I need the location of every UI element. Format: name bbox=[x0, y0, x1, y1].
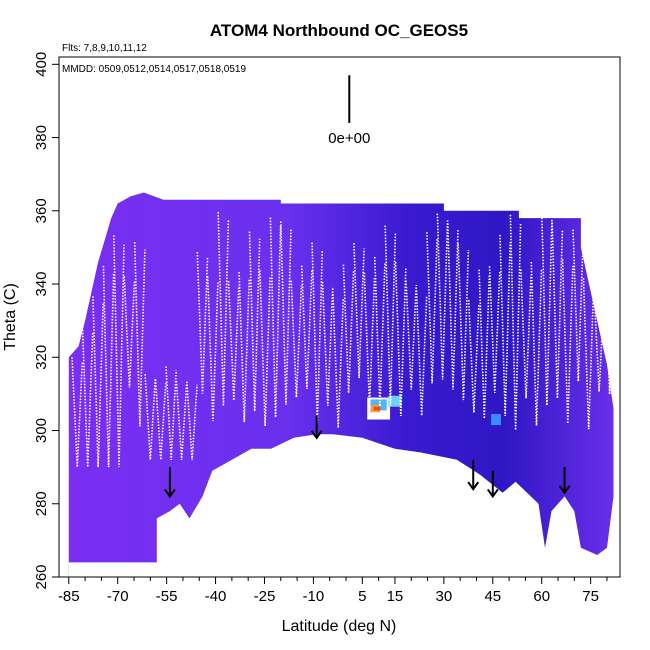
trace-20 bbox=[280, 221, 292, 405]
trace-21 bbox=[290, 280, 303, 398]
arrow-4 bbox=[558, 467, 571, 495]
trace-33 bbox=[415, 290, 428, 416]
trace-3 bbox=[102, 265, 115, 468]
trace-50 bbox=[593, 288, 605, 392]
trace-17 bbox=[248, 231, 261, 412]
trace-34 bbox=[426, 232, 438, 384]
hotspot-5 bbox=[491, 414, 501, 426]
trace-24 bbox=[321, 281, 334, 406]
arrow-group bbox=[164, 415, 571, 499]
trace-30 bbox=[384, 225, 397, 406]
y-tick-label-6: 380 bbox=[33, 125, 50, 150]
trace-36 bbox=[447, 223, 459, 390]
trace-14 bbox=[217, 212, 230, 407]
x-tick-label-0: -85 bbox=[58, 588, 80, 605]
x-tick-label-10: 60 bbox=[533, 588, 550, 605]
trace-35 bbox=[436, 213, 449, 380]
x-tick-label-5: -10 bbox=[303, 588, 325, 605]
trace-5 bbox=[123, 276, 136, 388]
trace-22 bbox=[300, 265, 313, 389]
trace-7 bbox=[144, 374, 157, 460]
trace-42 bbox=[509, 214, 522, 431]
trace-26 bbox=[342, 264, 355, 394]
x-tick-label-4: -25 bbox=[254, 588, 276, 605]
trace-0 bbox=[71, 357, 84, 468]
x-axis-label: Latitude (deg N) bbox=[282, 618, 397, 635]
plot-frame bbox=[58, 56, 621, 578]
x-tick-label-9: 45 bbox=[484, 588, 501, 605]
x-tick-label-11: 75 bbox=[582, 588, 599, 605]
y-axis-label: Theta (C) bbox=[2, 283, 19, 351]
x-tick-label-7: 15 bbox=[387, 588, 404, 605]
arrow-2 bbox=[467, 459, 480, 491]
trace-12 bbox=[196, 251, 209, 394]
trace-47 bbox=[561, 259, 574, 424]
trace-1 bbox=[81, 326, 94, 468]
trace-9 bbox=[165, 366, 177, 460]
trace-44 bbox=[530, 261, 543, 426]
trace-29 bbox=[373, 256, 386, 407]
x-tick-label-1: -70 bbox=[107, 588, 129, 605]
trace-group bbox=[71, 211, 616, 468]
x-tick-label-8: 30 bbox=[436, 588, 453, 605]
arrow-0 bbox=[164, 467, 176, 499]
hotspot-3 bbox=[373, 406, 381, 411]
terrain-mask bbox=[68, 434, 614, 577]
trace-40 bbox=[488, 266, 501, 393]
y-tick-label-3: 320 bbox=[33, 345, 50, 370]
hotspot-4 bbox=[388, 395, 402, 407]
arrow-1 bbox=[310, 415, 323, 440]
hotspot-group bbox=[367, 395, 501, 426]
x-tick-label-6: 5 bbox=[358, 588, 366, 605]
trace-19 bbox=[269, 217, 282, 418]
trace-10 bbox=[175, 380, 188, 460]
trace-43 bbox=[520, 269, 532, 399]
trace-6 bbox=[133, 242, 146, 427]
trace-46 bbox=[551, 222, 564, 399]
y-tick-label-7: 400 bbox=[33, 52, 50, 77]
plot-area bbox=[68, 192, 616, 577]
y-tick-label-1: 280 bbox=[33, 491, 50, 516]
trace-39 bbox=[478, 269, 491, 419]
trace-31 bbox=[394, 262, 407, 417]
trace-27 bbox=[353, 243, 365, 379]
scale-label: 0e+00 bbox=[328, 130, 370, 147]
y-tick-label-4: 340 bbox=[33, 272, 50, 297]
trace-4 bbox=[113, 235, 125, 468]
x-axis: -85 -70 -55 -40 -25 -10 5 15 30 45 60 75 bbox=[58, 577, 608, 605]
y-tick-label-0: 260 bbox=[33, 564, 50, 589]
dates-label: MMDD: 0509,0512,0514,0517,0518,0519 bbox=[62, 64, 246, 75]
trace-32 bbox=[405, 280, 418, 390]
trace-8 bbox=[154, 379, 167, 460]
trace-16 bbox=[238, 272, 251, 423]
trace-13 bbox=[206, 276, 219, 422]
y-tick-label-5: 360 bbox=[33, 198, 50, 223]
trace-49 bbox=[582, 278, 595, 430]
x-tick-label-2: -55 bbox=[156, 588, 178, 605]
arrow-3 bbox=[486, 470, 499, 499]
trace-38 bbox=[467, 300, 480, 413]
x-tick-label-3: -40 bbox=[205, 588, 227, 605]
chart-title: ATOM4 Northbound OC_GEOS5 bbox=[210, 21, 468, 40]
trace-37 bbox=[457, 243, 470, 401]
flights-label: Flts: 7,8,9,10,11,12 bbox=[62, 43, 147, 54]
y-axis: 260 280 300 320 340 360 380 400 bbox=[33, 52, 59, 590]
trace-2 bbox=[92, 296, 104, 468]
trace-45 bbox=[540, 211, 553, 406]
y-tick-label-2: 300 bbox=[33, 418, 50, 443]
trace-41 bbox=[499, 234, 511, 416]
trace-15 bbox=[227, 281, 240, 401]
